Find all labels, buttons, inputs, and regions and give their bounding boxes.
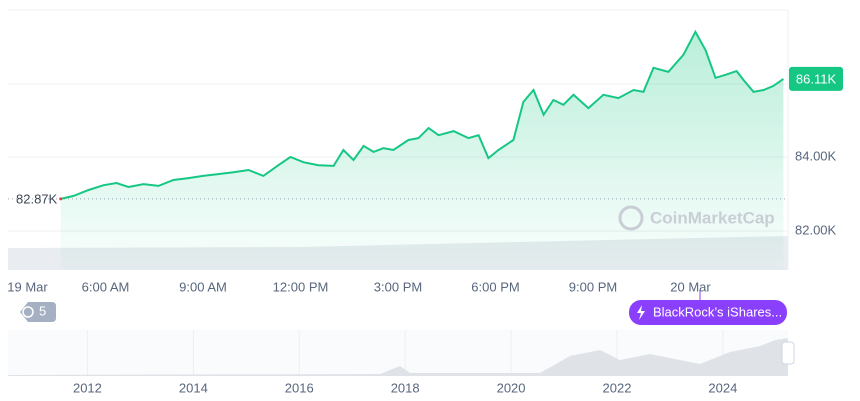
- last-price-tag: [789, 66, 843, 91]
- news-text[interactable]: BlackRock’s iShares...: [653, 304, 782, 319]
- x-tick-label: 12:00 PM: [273, 279, 329, 294]
- open-dot: [59, 197, 63, 201]
- watermark: CoinMarketCap: [618, 205, 775, 231]
- price-area: [60, 31, 784, 271]
- price-line: [60, 29, 784, 200]
- navigator-tick-label: 2016: [285, 380, 314, 395]
- navigator-tick-label: 2022: [603, 380, 632, 395]
- x-tick-label: 19 Mar: [7, 279, 48, 294]
- navigator-area: [8, 338, 788, 376]
- open-price-label: 82.87K: [16, 191, 58, 206]
- x-tick-label: 6:00 AM: [82, 279, 130, 294]
- y-tick-label: 82.00K: [795, 223, 837, 238]
- x-tick-label: 9:00 PM: [569, 279, 617, 294]
- watermark-text: CoinMarketCap: [650, 208, 775, 227]
- navigator-tick-label: 2012: [73, 380, 102, 395]
- x-tick-label: 3:00 PM: [374, 279, 422, 294]
- y-tick-label: 84.00K: [795, 148, 837, 163]
- navigator-tick-label: 2020: [497, 380, 526, 395]
- history-count[interactable]: 5: [39, 303, 46, 318]
- news-badge[interactable]: BlackRock’s iShares...: [629, 300, 787, 325]
- history-button[interactable]: 5: [20, 302, 56, 322]
- x-tick-label: 9:00 AM: [179, 279, 227, 294]
- navigator-tick-label: 2024: [708, 380, 737, 395]
- navigator-handle[interactable]: [781, 341, 795, 365]
- x-tick-label: 6:00 PM: [471, 279, 519, 294]
- navigator-tick-label: 2018: [391, 380, 420, 395]
- x-tick-label: 20 Mar: [670, 279, 711, 294]
- navigator-tick-label: 2014: [179, 380, 208, 395]
- last-price-label: 86.11K: [796, 71, 837, 86]
